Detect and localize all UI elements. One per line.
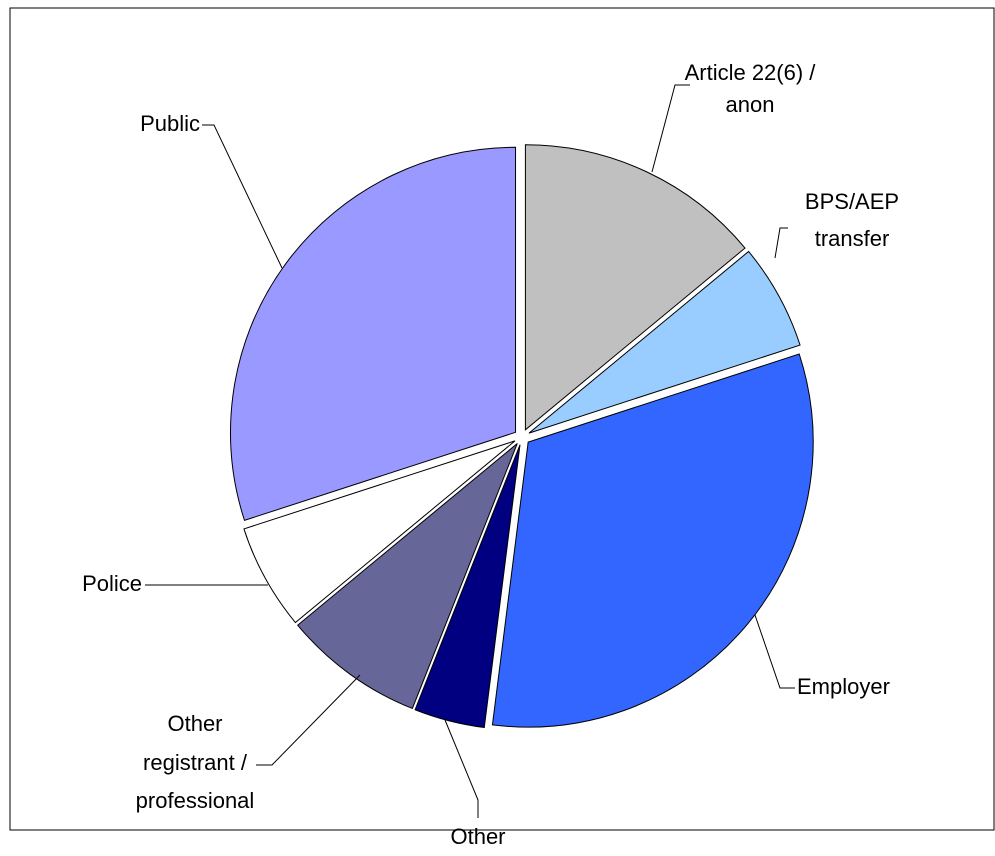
slice-label: anon xyxy=(726,92,775,117)
pie-slice xyxy=(524,144,746,431)
leader-line xyxy=(774,227,788,259)
leader-line xyxy=(754,614,795,689)
slice-label: transfer xyxy=(815,226,890,251)
leader-line xyxy=(202,124,283,269)
slice-label: Public xyxy=(140,111,200,136)
slice-label: Other xyxy=(450,824,505,849)
pie-slice xyxy=(528,250,801,434)
pie-slice xyxy=(491,353,814,728)
slice-label: Police xyxy=(82,571,142,596)
pie-slice xyxy=(230,146,517,521)
slice-label: BPS/AEP xyxy=(805,189,899,214)
pie-slice xyxy=(243,440,516,624)
leader-line xyxy=(651,84,690,173)
pie-slice xyxy=(296,443,518,710)
leader-line xyxy=(444,719,479,818)
slice-label: Article 22(6) / xyxy=(685,60,817,85)
slice-label: Employer xyxy=(797,674,890,699)
pie-slice xyxy=(414,444,521,729)
slice-label: Other xyxy=(167,711,222,736)
slice-label: registrant / xyxy=(143,750,248,775)
slice-label: professional xyxy=(136,788,255,813)
leader-line xyxy=(256,674,361,766)
